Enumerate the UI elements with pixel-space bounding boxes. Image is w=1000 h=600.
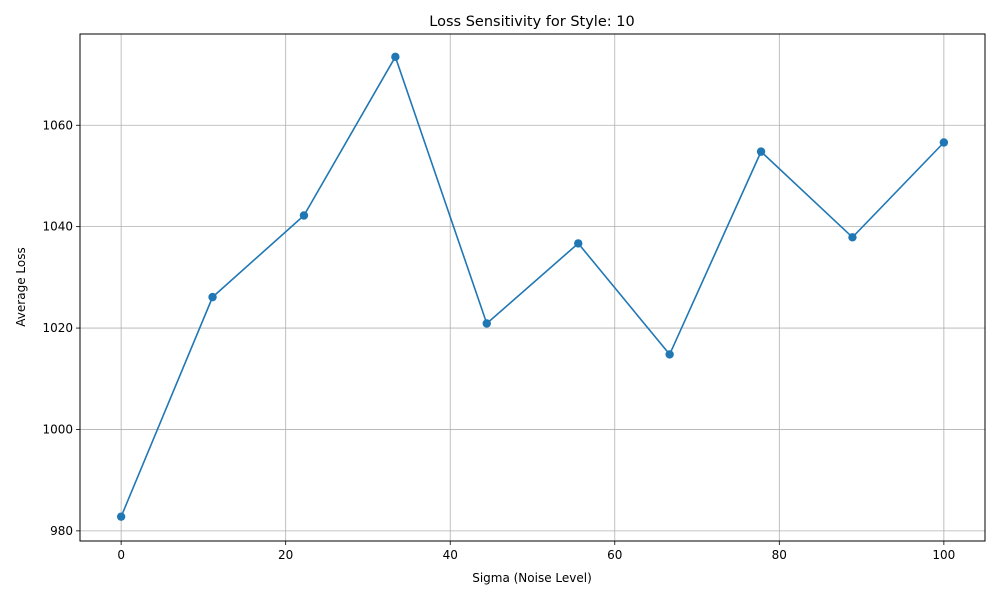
data-point xyxy=(208,292,217,302)
data-point xyxy=(665,350,674,359)
grid-lines xyxy=(80,34,985,541)
series-line xyxy=(120,54,945,517)
x-tick-label: 80 xyxy=(772,548,787,562)
x-tick-label: 0 xyxy=(117,548,125,562)
x-tick-label: 60 xyxy=(607,548,622,562)
y-tick-label: 1040 xyxy=(42,220,73,234)
x-tick-label: 100 xyxy=(932,548,955,562)
plot-area xyxy=(116,52,949,521)
data-point xyxy=(391,52,400,62)
chart-title: Loss Sensitivity for Style: 10 xyxy=(429,14,634,30)
data-point xyxy=(482,319,491,328)
y-tick-label: 1020 xyxy=(42,321,73,335)
y-tick-label: 980 xyxy=(50,524,73,538)
data-point xyxy=(939,138,949,147)
data-point xyxy=(574,239,583,248)
y-tick-label: 1000 xyxy=(42,422,73,436)
x-axis-label: Sigma (Noise Level) xyxy=(472,571,592,585)
data-point xyxy=(116,512,126,521)
x-axis-ticks: 0 20 40 60 80 100 xyxy=(117,541,955,562)
y-axis-ticks: 980 1000 1020 1040 1060 xyxy=(42,118,80,538)
data-point xyxy=(848,233,857,242)
data-point xyxy=(756,147,766,156)
x-tick-label: 20 xyxy=(278,548,293,562)
y-tick-label: 1060 xyxy=(42,118,73,132)
data-point xyxy=(299,211,309,220)
axes-frame xyxy=(79,33,986,542)
x-tick-label: 40 xyxy=(443,548,458,562)
y-axis-label: Average Loss xyxy=(14,247,28,326)
